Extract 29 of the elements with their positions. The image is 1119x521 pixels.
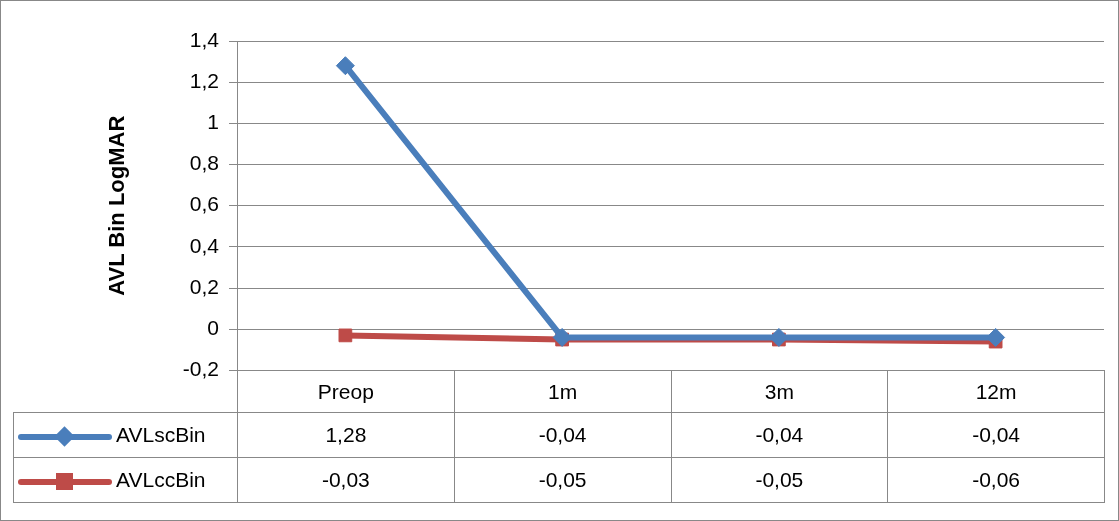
point xyxy=(769,327,789,347)
y-axis-title: AVL Bin LogMAR xyxy=(104,115,130,296)
y-tick-label: 0,2 xyxy=(189,274,219,298)
y-tick-label: 0,8 xyxy=(189,151,219,175)
data-label: -0,05 xyxy=(671,457,888,503)
data-label: -0,04 xyxy=(671,412,888,458)
data-label: -0,06 xyxy=(887,457,1105,503)
point xyxy=(986,327,1006,347)
point xyxy=(335,56,355,76)
point xyxy=(338,328,353,343)
y-tick-label: -0,2 xyxy=(182,357,219,381)
y-tick-label: 1,2 xyxy=(189,68,219,92)
x-tick-label: 1m xyxy=(454,370,671,413)
x-tick-label: 12m xyxy=(887,370,1105,413)
data-label: 1,28 xyxy=(237,412,455,458)
data-label: -0,04 xyxy=(454,412,671,458)
x-tick-label: 3m xyxy=(671,370,888,413)
point xyxy=(552,327,572,347)
y-tick-label: 0 xyxy=(207,316,219,340)
y-tick-label: 0,4 xyxy=(189,233,220,257)
x-tick-label: Preop xyxy=(237,370,455,413)
legend-label: AVLccBin xyxy=(13,457,238,503)
data-label: -0,03 xyxy=(237,457,455,503)
y-tick-label: 0,6 xyxy=(189,192,219,216)
legend-label: AVLscBin xyxy=(13,412,238,458)
y-tick-label: 1,4 xyxy=(189,27,220,51)
y-tick-label: 1 xyxy=(207,110,219,134)
data-label: -0,05 xyxy=(454,457,671,503)
data-label: -0,04 xyxy=(887,412,1105,458)
